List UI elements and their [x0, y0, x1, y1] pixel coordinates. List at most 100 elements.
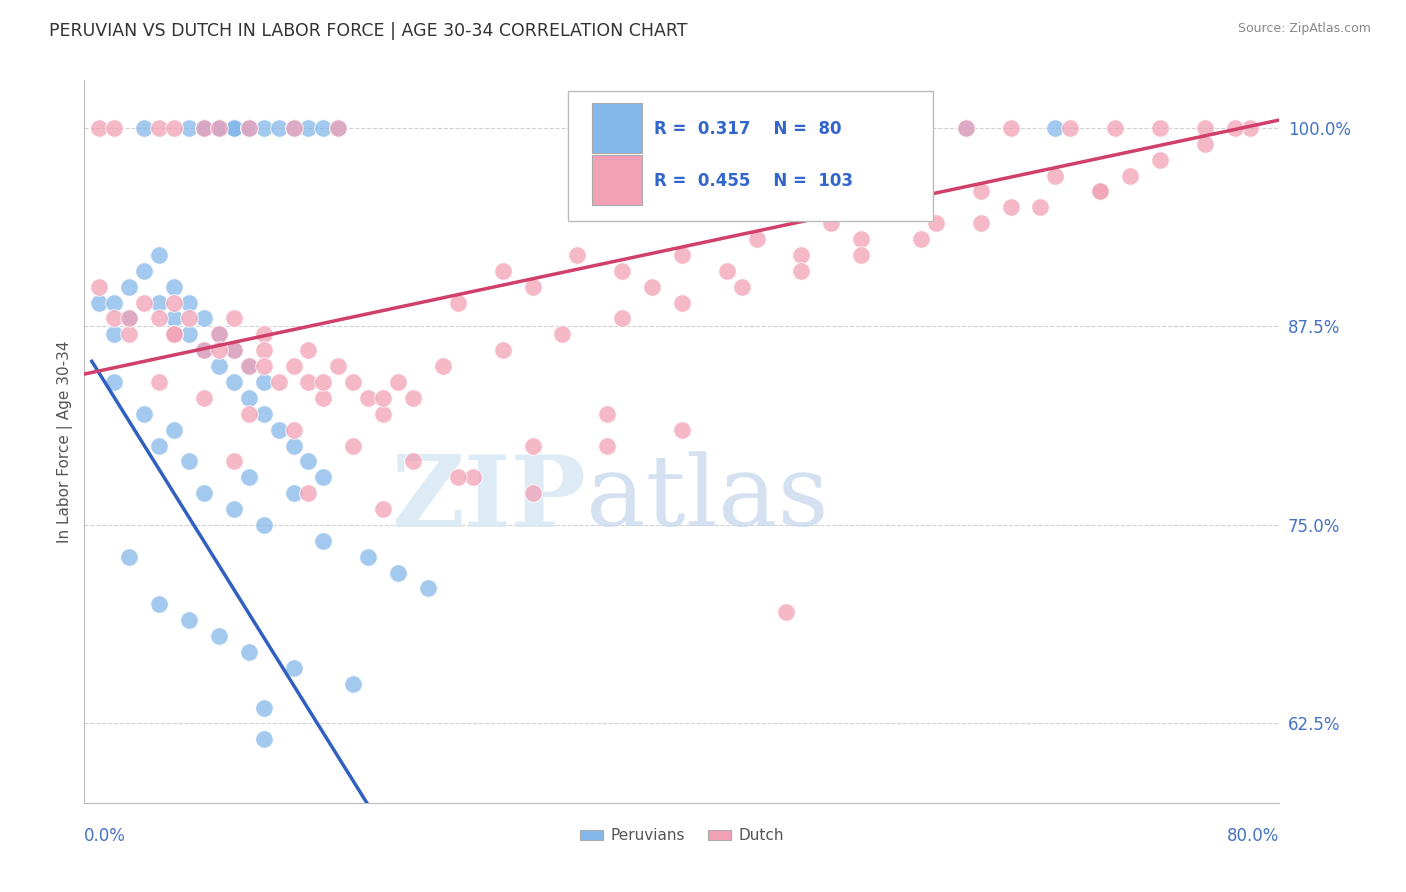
Point: [1104, 120, 1126, 135]
Point: [163, 295, 186, 310]
Point: [297, 486, 319, 500]
Point: [283, 661, 305, 675]
Text: 80.0%: 80.0%: [1227, 827, 1279, 845]
Point: [222, 120, 245, 135]
Point: [328, 120, 350, 135]
Point: [148, 120, 170, 135]
Point: [1239, 120, 1261, 135]
Point: [522, 486, 544, 500]
Point: [312, 375, 335, 389]
Point: [1149, 153, 1171, 167]
Point: [328, 120, 350, 135]
Point: [342, 438, 364, 452]
Point: [193, 343, 215, 358]
Point: [492, 264, 515, 278]
Point: [238, 120, 260, 135]
Point: [208, 327, 231, 342]
Text: R =  0.455    N =  103: R = 0.455 N = 103: [654, 172, 853, 190]
Point: [208, 359, 231, 373]
Point: [745, 232, 768, 246]
Point: [222, 120, 245, 135]
Point: [132, 407, 156, 421]
Point: [148, 375, 170, 389]
Point: [193, 343, 215, 358]
Point: [177, 454, 200, 468]
Point: [432, 359, 454, 373]
Y-axis label: In Labor Force | Age 30-34: In Labor Force | Age 30-34: [58, 340, 73, 543]
Point: [283, 359, 305, 373]
Point: [447, 295, 470, 310]
Point: [1045, 169, 1067, 183]
Point: [163, 279, 186, 293]
Point: [238, 391, 260, 405]
Point: [731, 279, 754, 293]
Point: [208, 629, 231, 643]
Point: [283, 120, 305, 135]
Point: [671, 295, 693, 310]
Point: [297, 454, 319, 468]
Point: [402, 391, 425, 405]
Point: [177, 613, 200, 627]
Point: [193, 391, 215, 405]
Point: [103, 375, 125, 389]
Point: [89, 295, 111, 310]
Point: [671, 423, 693, 437]
Point: [1119, 169, 1142, 183]
Point: [775, 605, 797, 619]
Legend: Peruvians, Dutch: Peruvians, Dutch: [574, 822, 790, 849]
Point: [163, 423, 186, 437]
Point: [253, 343, 276, 358]
Point: [222, 502, 245, 516]
Point: [222, 343, 245, 358]
Point: [222, 343, 245, 358]
Point: [208, 120, 231, 135]
Text: atlas: atlas: [586, 451, 830, 547]
Point: [208, 120, 231, 135]
Point: [208, 120, 231, 135]
Point: [283, 438, 305, 452]
Point: [447, 470, 470, 484]
Point: [118, 311, 141, 326]
Point: [163, 327, 186, 342]
Point: [1029, 200, 1052, 214]
Point: [103, 120, 125, 135]
Point: [177, 327, 200, 342]
Point: [222, 454, 245, 468]
Point: [461, 470, 484, 484]
Point: [163, 311, 186, 326]
Point: [328, 359, 350, 373]
Point: [894, 120, 917, 135]
Point: [1000, 120, 1022, 135]
Point: [177, 120, 200, 135]
Point: [267, 375, 290, 389]
Point: [312, 470, 335, 484]
Point: [238, 407, 260, 421]
Point: [208, 120, 231, 135]
Point: [118, 549, 141, 564]
Point: [1090, 185, 1112, 199]
Point: [163, 327, 186, 342]
Point: [89, 120, 111, 135]
Point: [238, 359, 260, 373]
Point: [208, 343, 231, 358]
Point: [283, 423, 305, 437]
Point: [148, 597, 170, 611]
Point: [132, 120, 156, 135]
Point: [148, 311, 170, 326]
FancyBboxPatch shape: [592, 103, 643, 153]
Point: [596, 407, 619, 421]
Point: [551, 327, 574, 342]
Point: [820, 216, 842, 230]
Point: [1194, 120, 1216, 135]
Point: [253, 359, 276, 373]
FancyBboxPatch shape: [592, 154, 643, 204]
Point: [1045, 120, 1067, 135]
Point: [970, 216, 993, 230]
Point: [1059, 120, 1081, 135]
Point: [267, 423, 290, 437]
Point: [193, 311, 215, 326]
Point: [357, 549, 380, 564]
Point: [416, 582, 439, 596]
Point: [193, 486, 215, 500]
Point: [312, 120, 335, 135]
